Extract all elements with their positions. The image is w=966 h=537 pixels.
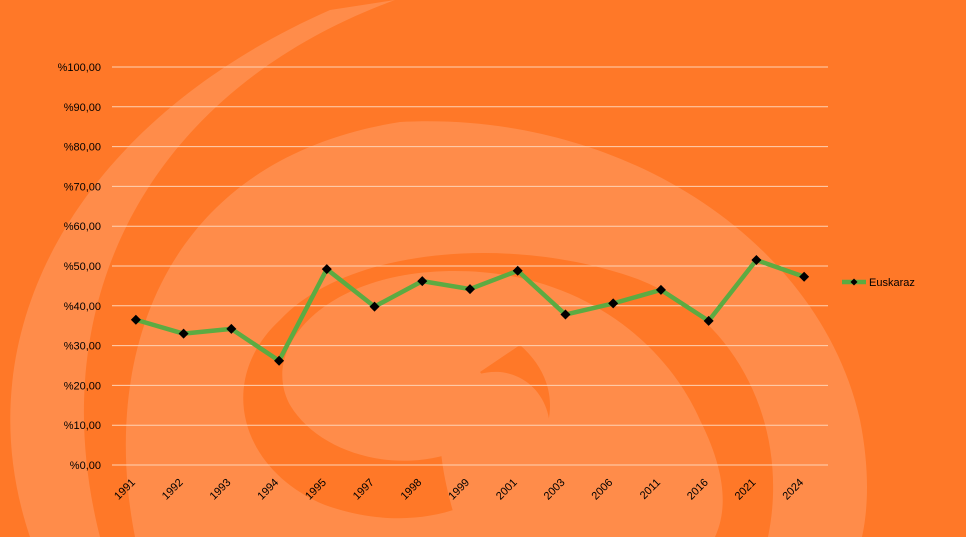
legend-marker-swatch xyxy=(850,278,858,286)
data-point-marker xyxy=(178,328,189,339)
data-point-marker xyxy=(417,276,428,287)
data-point-marker xyxy=(321,264,332,275)
data-point-marker xyxy=(799,271,810,282)
y-tick-label: %50,00 xyxy=(64,261,101,273)
y-tick-label: %60,00 xyxy=(64,221,101,233)
x-tick-label: 1995 xyxy=(303,477,329,503)
y-tick-label: %10,00 xyxy=(64,420,101,432)
data-point-marker xyxy=(751,255,762,266)
legend: Euskaraz xyxy=(842,277,915,289)
y-axis-tick-labels: %0,00 %10,00 %20,00 %30,00 %40,00 %50,00 %60,0… xyxy=(58,62,101,472)
background-swirl-graphic xyxy=(10,0,867,537)
gridlines xyxy=(112,66,828,466)
series-euskaraz xyxy=(130,255,810,366)
y-tick-label: %70,00 xyxy=(64,181,101,193)
legend-label: Euskaraz xyxy=(869,277,915,289)
data-point-marker xyxy=(130,314,141,325)
x-tick-label: 1998 xyxy=(399,477,425,503)
data-point-marker xyxy=(274,355,285,366)
data-point-marker xyxy=(608,298,619,309)
data-point-marker xyxy=(703,315,714,326)
data-point-marker xyxy=(655,284,666,295)
y-tick-label: %90,00 xyxy=(64,102,101,114)
data-point-marker xyxy=(465,284,475,295)
x-tick-label: 1997 xyxy=(351,477,377,503)
y-tick-label: %40,00 xyxy=(64,301,101,313)
data-point-marker xyxy=(226,323,237,334)
y-tick-label: %80,00 xyxy=(64,142,101,154)
x-tick-label: 2021 xyxy=(733,477,759,503)
y-tick-label: %0,00 xyxy=(70,460,101,472)
data-point-marker xyxy=(560,309,571,320)
data-point-marker xyxy=(369,301,380,312)
y-tick-label: %30,00 xyxy=(64,341,101,353)
data-point-marker xyxy=(512,265,523,276)
y-tick-label: %20,00 xyxy=(64,380,101,392)
y-tick-label: %100,00 xyxy=(58,62,101,74)
